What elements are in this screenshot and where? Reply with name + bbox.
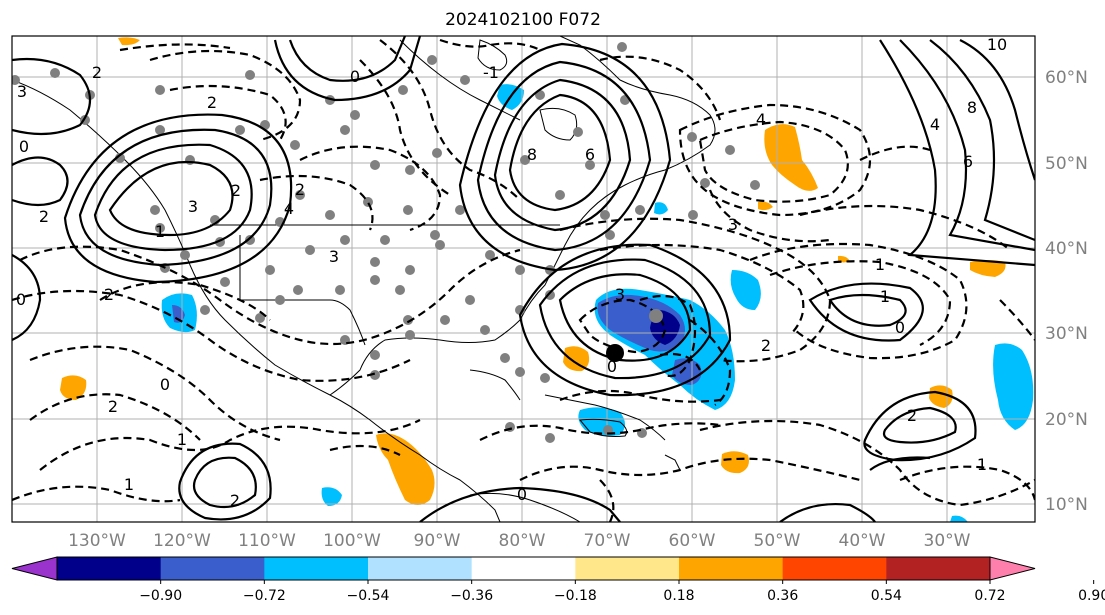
contour-label: 3 xyxy=(728,215,738,234)
lon-label: 40°W xyxy=(839,531,886,551)
negative-contours xyxy=(12,38,1035,522)
contour-label: 2 xyxy=(104,285,114,304)
colorbar-segment xyxy=(368,557,473,580)
positive-contours xyxy=(12,36,1035,522)
colorbar-segment xyxy=(160,557,265,580)
contour-label: 0 xyxy=(607,357,617,376)
colorbar: −0.90 −0.72 −0.54 −0.36 −0.18 0.18 0.36 0.54 0.7… xyxy=(11,556,1105,604)
colorbar-tick-label: −0.72 xyxy=(243,588,286,604)
colorbar-segment xyxy=(782,557,887,580)
colorbar-under-triangle xyxy=(11,556,58,581)
contour-label: 2 xyxy=(92,63,102,82)
lon-label: 30°W xyxy=(924,531,971,551)
contour-label: 2 xyxy=(231,181,241,200)
colorbar-tick-label: −0.54 xyxy=(347,588,390,604)
colorbar-over-triangle xyxy=(989,556,1036,581)
contour-label: 2 xyxy=(761,336,771,355)
contour-label: 0 xyxy=(19,137,29,156)
lat-label: 60°N xyxy=(1045,68,1088,88)
map-title: 2024102100 F072 xyxy=(445,10,601,30)
contour-label: 6 xyxy=(585,145,595,164)
lat-label: 30°N xyxy=(1045,324,1088,344)
low-center-marker xyxy=(606,344,624,362)
contour-label: 3 xyxy=(329,247,339,266)
lon-label: 80°W xyxy=(499,531,546,551)
contour-label: 0 xyxy=(160,375,170,394)
longitude-labels: 130°W 120°W 110°W 100°W 90°W 80°W 70°W 60°W 50°W… xyxy=(68,531,971,551)
colorbar-segment xyxy=(264,557,369,580)
contour-label: 2 xyxy=(39,207,49,226)
contour-label: 0 xyxy=(895,318,905,337)
contour-label: 2 xyxy=(207,93,217,112)
colorbar-segment xyxy=(57,557,162,580)
lon-label: 50°W xyxy=(754,531,801,551)
contour-label: 8 xyxy=(967,98,977,117)
colorbar-tick-label: 0.18 xyxy=(663,588,694,604)
latitude-labels: 60°N 50°N 40°N 30°N 20°N 10°N xyxy=(1045,68,1088,515)
contour-label: 1 xyxy=(875,255,885,274)
contour-label: 3 xyxy=(615,285,625,304)
contour-label: 1 xyxy=(155,222,165,241)
contour-label: 10 xyxy=(987,35,1007,54)
contour-label: 8 xyxy=(527,145,537,164)
colorbar-tick-label: −0.18 xyxy=(554,588,597,604)
lon-label: 60°W xyxy=(669,531,716,551)
lon-label: 120°W xyxy=(153,531,211,551)
contour-label: 2 xyxy=(295,180,305,199)
contour-label: 6 xyxy=(963,152,973,171)
contour-label: 2 xyxy=(907,406,917,425)
lat-label: 50°N xyxy=(1045,154,1088,174)
lon-label: 130°W xyxy=(68,531,126,551)
colorbar-tick-label: −0.36 xyxy=(450,588,493,604)
contour-label: -1 xyxy=(483,63,499,82)
contour-label: 3 xyxy=(188,197,198,216)
contour-label: 2 xyxy=(230,491,240,510)
contour-label: 4 xyxy=(756,110,766,129)
colorbar-tick-label: 0.54 xyxy=(871,588,902,604)
contour-label: 1 xyxy=(977,455,987,474)
lat-label: 10°N xyxy=(1045,495,1088,515)
colorbar-tick-label: −0.90 xyxy=(139,588,182,604)
colorbar-segment xyxy=(575,557,680,580)
contour-label: 4 xyxy=(930,115,940,134)
colorbar-tick-label: 0.72 xyxy=(974,588,1005,604)
colorbar-segment xyxy=(679,557,784,580)
map-frame xyxy=(11,35,1036,523)
map-panel xyxy=(12,36,1035,522)
colorbar-segment xyxy=(471,557,576,580)
lon-label: 90°W xyxy=(414,531,461,551)
contour-label: 1 xyxy=(880,287,890,306)
lon-label: 100°W xyxy=(323,531,381,551)
lat-label: 40°N xyxy=(1045,239,1088,259)
colorbar-segment xyxy=(886,557,991,580)
contour-label: 0 xyxy=(350,67,360,86)
anomaly-shading xyxy=(60,37,1034,522)
contour-label: 1 xyxy=(124,475,134,494)
contour-label: 3 xyxy=(17,82,27,101)
contour-label: 2 xyxy=(108,397,118,416)
lon-label: 70°W xyxy=(584,531,631,551)
lat-label: 20°N xyxy=(1045,410,1088,430)
colorbar-tick-label: 0.90 xyxy=(1078,588,1105,604)
lon-label: 110°W xyxy=(238,531,296,551)
colorbar-tick-label: 0.36 xyxy=(767,588,798,604)
contour-label: 1 xyxy=(177,430,187,449)
contour-label: 0 xyxy=(16,290,26,309)
contour-label: 0 xyxy=(517,485,527,504)
contour-label: 4 xyxy=(284,199,294,218)
